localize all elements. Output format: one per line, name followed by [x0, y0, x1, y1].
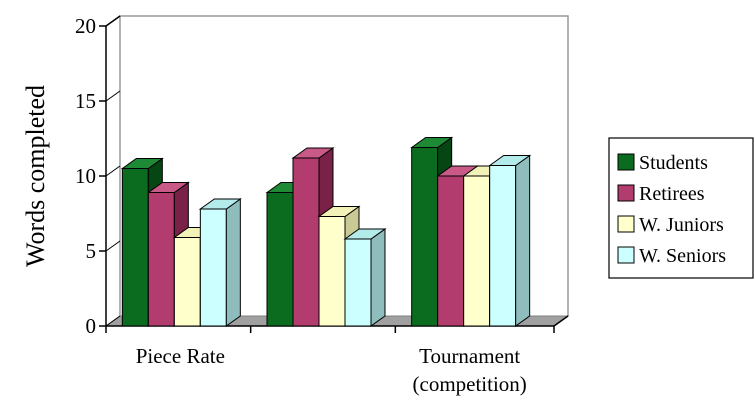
- bar-top: [317, 206, 361, 217]
- bar-top: [488, 155, 532, 166]
- x-category-label-line2: (competition): [413, 372, 527, 396]
- bar-side: [370, 228, 386, 327]
- y-tick-label: 15: [75, 89, 96, 113]
- x-category-label: Tournament: [419, 344, 520, 368]
- y-tick-depth: [105, 90, 121, 102]
- bar-w-juniors-0: [173, 237, 201, 327]
- y-tick-depth: [105, 240, 121, 252]
- y-tick-depth: [105, 15, 121, 27]
- legend-label: Retirees: [639, 183, 705, 205]
- legend-label: Students: [639, 152, 708, 174]
- bar-w-seniors-1: [344, 238, 372, 327]
- bar-students-2: [411, 147, 439, 327]
- bar-students-1: [266, 192, 294, 327]
- x-category-label: Piece Rate: [136, 344, 225, 368]
- bar-w-seniors-0: [199, 208, 227, 327]
- y-axis-title: Words completed: [21, 85, 50, 267]
- bar-retirees-1: [292, 157, 320, 327]
- bar-w-juniors-2: [463, 175, 491, 327]
- y-tick-label: 20: [75, 14, 96, 38]
- bar-w-seniors-2: [489, 165, 517, 327]
- bar-top: [146, 182, 190, 193]
- y-tick-depth: [105, 165, 121, 177]
- legend-label: W. Juniors: [639, 214, 724, 236]
- y-tick-label: 10: [75, 164, 96, 188]
- bar-top: [410, 137, 454, 148]
- legend-swatch: [617, 246, 635, 264]
- bar-top: [291, 147, 335, 159]
- bar-students-0: [121, 168, 149, 327]
- bar-top: [343, 228, 387, 240]
- legend-swatch: [617, 184, 635, 202]
- y-tick-label: 0: [86, 314, 97, 338]
- bar-w-juniors-1: [318, 216, 346, 327]
- y-tick-depth: [105, 315, 121, 327]
- x-axis-end-connector: [553, 315, 569, 327]
- legend-swatch: [617, 153, 635, 171]
- bar-top: [120, 158, 164, 169]
- bar-side: [225, 198, 241, 327]
- legend-label: W. Seniors: [639, 245, 726, 267]
- bar-top: [198, 198, 242, 210]
- legend-swatch: [617, 215, 635, 233]
- bar-side: [515, 154, 531, 327]
- bar-retirees-0: [147, 192, 175, 327]
- y-tick-label: 5: [86, 239, 97, 263]
- bar-retirees-2: [437, 175, 465, 327]
